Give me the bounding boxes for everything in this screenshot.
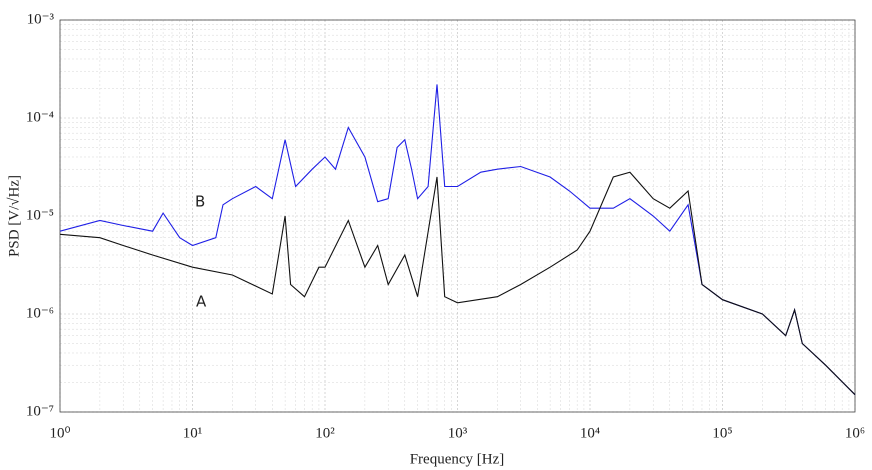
x-tick-label: 10¹ (183, 425, 203, 441)
series-line (59, 171, 856, 396)
x-tick-label: 10² (315, 425, 335, 441)
x-tick-label: 10⁰ (49, 425, 70, 441)
x-axis-label: Frequency [Hz] (410, 451, 505, 467)
y-tick-label: 10⁻⁵ (26, 207, 54, 223)
x-tick-label: 10⁴ (580, 425, 600, 441)
x-tick-label: 10⁶ (845, 425, 865, 441)
y-axis-label: PSD [V/√Hz] (6, 175, 22, 257)
y-tick-label: 10⁻³ (27, 11, 55, 27)
series-line (59, 84, 856, 396)
y-tick-label: 10⁻⁴ (26, 109, 54, 125)
x-tick-label: 10³ (448, 425, 468, 441)
plot-frame (59, 19, 856, 413)
series-annotation: B (195, 193, 205, 211)
y-tick-label: 10⁻⁷ (26, 403, 54, 419)
x-tick-label: 10⁵ (712, 425, 732, 441)
y-tick-label: 10⁻⁶ (26, 305, 54, 321)
series-annotation: A (196, 293, 207, 311)
